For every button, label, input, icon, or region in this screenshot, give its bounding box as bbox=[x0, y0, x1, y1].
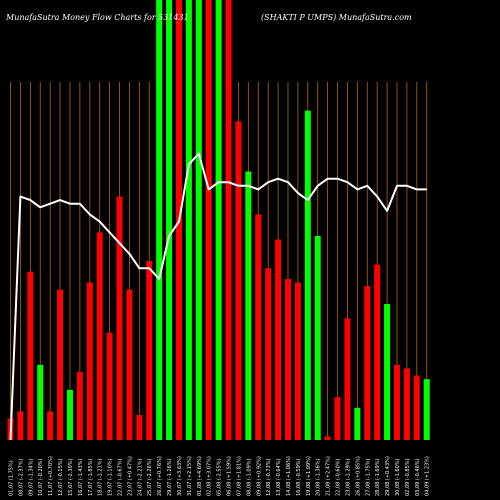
x-tick-label: 26,07 (+0.76%) bbox=[157, 456, 163, 496]
volume-bar bbox=[403, 368, 410, 440]
volume-bar bbox=[215, 0, 222, 440]
x-tick-label: 09,08 (+0.92%) bbox=[256, 456, 262, 496]
volume-bar bbox=[384, 303, 391, 440]
x-tick-label: 22,07 (-0.67%) bbox=[118, 458, 124, 496]
x-tick-label: 14,08 (+1.06%) bbox=[286, 456, 292, 496]
x-tick-label: 19,07 (-1.10%) bbox=[108, 458, 114, 496]
x-tick-label: 02,08 (+3.07%) bbox=[207, 456, 213, 496]
volume-bar bbox=[37, 364, 44, 440]
x-tick-label: 15,07 (-2.30%) bbox=[68, 458, 74, 496]
x-tick-label: 19,08 (+1.09%) bbox=[306, 456, 312, 496]
money-flow-line-group bbox=[9, 152, 427, 441]
x-tick-label: 17,07 (-1.85%) bbox=[88, 458, 94, 496]
x-tick-label: 09,07 (-1.34%) bbox=[28, 458, 34, 496]
volume-bar bbox=[47, 411, 54, 440]
volume-bar bbox=[146, 261, 153, 440]
x-tick-label: 02,09 (-0.85%) bbox=[405, 458, 411, 496]
x-tick-label: 18,07 (-1.21%) bbox=[98, 458, 104, 496]
volume-bar bbox=[364, 286, 371, 440]
x-tick-label: 27,08 (-1.75%) bbox=[365, 458, 371, 496]
volume-bar bbox=[57, 289, 64, 440]
volume-bar bbox=[116, 196, 123, 440]
volume-bar bbox=[423, 379, 430, 440]
x-tick-label: 24,07 (-2.21%) bbox=[137, 458, 143, 496]
volume-bar bbox=[185, 0, 192, 440]
volume-bar bbox=[156, 0, 163, 440]
volume-bar bbox=[374, 264, 381, 440]
volume-bar bbox=[304, 110, 311, 440]
money-flow-line bbox=[9, 152, 427, 441]
x-tick-label: 03,09 (-0.46%) bbox=[415, 458, 421, 496]
x-tick-label: 08,08 (-1.09%) bbox=[246, 458, 252, 496]
volume-bar bbox=[27, 271, 34, 440]
x-tick-label: 01,07 (1.75%) bbox=[9, 460, 15, 496]
x-tick-label: 26,08 (+0.85%) bbox=[355, 456, 361, 496]
volume-bar bbox=[195, 0, 202, 440]
x-tick-label: 07,08 (+1.81%) bbox=[236, 456, 242, 496]
x-tick-label: 05,08 (-2.55%) bbox=[217, 458, 223, 496]
x-tick-label: 11,07 (+0.70%) bbox=[48, 456, 54, 496]
volume-bar bbox=[324, 436, 331, 440]
x-tick-label: 23,08 (-1.29%) bbox=[345, 458, 351, 496]
volume-bar bbox=[106, 332, 113, 440]
x-tick-label: 23,07 (+0.47%) bbox=[127, 456, 133, 496]
x-tick-label: 30,07 (+3.63%) bbox=[177, 456, 183, 496]
x-tick-label: 08,07 (-2.37%) bbox=[18, 458, 24, 496]
x-tick-label: 22,08 (-0.60%) bbox=[336, 458, 342, 496]
volume-bar bbox=[284, 278, 291, 440]
chart-title-left: MunafaSutra Money Flow Charts for 531431 bbox=[6, 13, 189, 22]
x-tick-label: 21,08 (+2.47%) bbox=[326, 456, 332, 496]
x-tick-label: 01,08 (+4.69%) bbox=[197, 456, 203, 496]
volume-bar bbox=[136, 414, 143, 440]
x-tick-label: 10,07 (-0.20%) bbox=[38, 458, 44, 496]
volume-bar bbox=[96, 232, 103, 440]
x-tick-label: 04,09 (+1.23%) bbox=[425, 456, 431, 496]
volume-bar bbox=[225, 0, 232, 440]
x-tick-label: 30,08 (-1.60%) bbox=[395, 458, 401, 496]
x-tick-label: 25,07 (-2.26%) bbox=[147, 458, 153, 496]
volume-bar bbox=[275, 239, 282, 440]
volume-bar bbox=[265, 268, 272, 440]
volume-bar bbox=[393, 364, 400, 440]
volume-bar bbox=[245, 171, 252, 440]
volume-bar bbox=[344, 318, 351, 440]
volume-bar bbox=[76, 371, 83, 440]
volume-bar bbox=[294, 282, 301, 440]
volume-bar bbox=[314, 235, 321, 440]
volume-bar bbox=[17, 411, 24, 440]
volume-bar bbox=[66, 389, 73, 440]
volume-bar bbox=[255, 214, 262, 440]
volume-bar bbox=[334, 397, 341, 440]
x-tick-label: 16,07 (-1.43%) bbox=[78, 458, 84, 496]
x-axis-labels: 01,07 (1.75%) 08,07 (-2.37%) 09,07 (-1.34%… bbox=[9, 456, 431, 496]
volume-bar bbox=[413, 375, 420, 440]
volume-bar bbox=[235, 121, 242, 440]
x-tick-label: 29,08 (+0.43%) bbox=[385, 456, 391, 496]
x-tick-label: 12,07 (-0.15%) bbox=[58, 458, 64, 496]
volume-bar bbox=[126, 289, 133, 440]
x-tick-label: 16,08 (-0.59%) bbox=[296, 458, 302, 496]
volume-bar bbox=[354, 407, 361, 440]
x-tick-label: 13,08 (-0.64%) bbox=[276, 458, 282, 496]
volume-bar bbox=[205, 0, 212, 440]
x-tick-label: 28,08 (-1.69%) bbox=[375, 458, 381, 496]
x-tick-label: 20,08 (-1.36%) bbox=[316, 458, 322, 496]
x-tick-label: 12,08 (-0.73%) bbox=[266, 458, 272, 496]
x-tick-label: 31,07 (+2.15%) bbox=[187, 456, 193, 496]
volume-bar bbox=[86, 282, 93, 440]
x-tick-label: 29,07 (-1.26%) bbox=[167, 458, 173, 496]
chart-title-right: (SHAKTI P UMPS) MunafaSutra.com bbox=[261, 13, 412, 22]
x-tick-label: 06,08 (+1.59%) bbox=[227, 456, 233, 496]
volume-bar bbox=[166, 0, 173, 440]
